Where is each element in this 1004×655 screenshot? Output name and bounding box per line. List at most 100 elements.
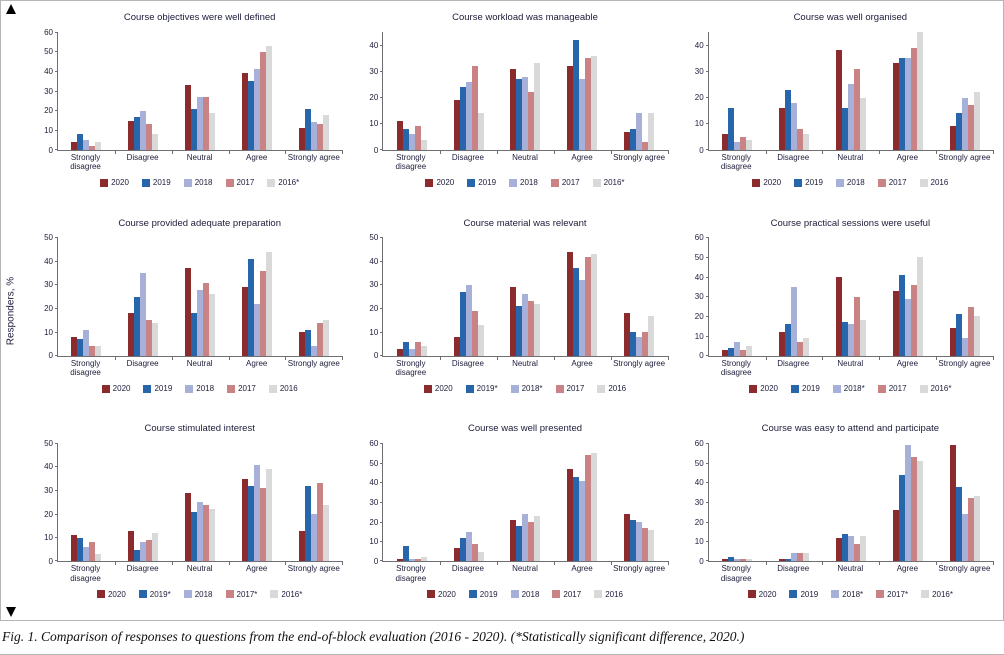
bar-2016 (534, 516, 541, 562)
y-tick-label: 30 (369, 497, 379, 507)
y-tick-label: 10 (369, 537, 379, 547)
legend-swatch (510, 384, 519, 393)
bar-2016 (477, 324, 484, 356)
x-axis-labels: Strongly disagree Disagree Neutral Agree Str… (382, 153, 667, 171)
legend-item: 2019* (138, 590, 171, 599)
bar-2019 (728, 108, 735, 150)
y-tick-mark (380, 284, 384, 286)
bar-2019 (304, 485, 311, 562)
bar-2016 (973, 496, 980, 562)
x-tick-mark (993, 150, 994, 154)
bar-2020 (298, 128, 305, 150)
y-tick-label: 30 (694, 292, 704, 302)
y-tick-mark (380, 560, 384, 562)
legend-label: 2020 (758, 589, 777, 599)
legend-swatch (749, 384, 758, 393)
legend-item: 2017 (877, 178, 907, 188)
legend-swatch (921, 590, 930, 599)
y-tick-label: 0 (48, 145, 53, 155)
bar-2017 (260, 51, 266, 150)
x-tick-mark (440, 355, 442, 360)
chart-title: Course material was relevant (463, 217, 587, 229)
x-category-label: Strongly agree (938, 564, 991, 574)
legend-label: 2017 (888, 178, 907, 188)
chart-easy-attend: Course was easy to attend and participat… (672, 414, 997, 620)
bar-2017 (796, 129, 803, 150)
legend-swatch (465, 384, 474, 393)
bar-groups (383, 443, 667, 562)
plot-wrapper: 0 10 20 30 40 50 60 (682, 439, 994, 566)
bar-2020 (624, 313, 631, 356)
bar-2020 (722, 349, 729, 356)
y-tick-mark (55, 442, 58, 444)
y-tick-label: 20 (44, 303, 53, 313)
plot-area: 0 10 20 30 40 (369, 32, 669, 154)
bar-2019 (573, 476, 580, 562)
x-axis-labels: Strongly disagree Disagree Neutral Agree Str… (382, 359, 667, 377)
y-tick-label: 40 (44, 462, 53, 472)
legend-item: 2019 (789, 590, 818, 599)
bar-2019 (77, 134, 84, 150)
y-tick-label: 30 (694, 66, 704, 76)
bar-2017 (910, 457, 917, 562)
bar-2016 (534, 303, 541, 356)
arrow-up-icon (6, 4, 16, 14)
bar-2017 (203, 96, 210, 150)
legend-item: 2020 (425, 178, 454, 187)
bar-group (554, 251, 611, 356)
bar-2016 (266, 45, 272, 150)
bar-2019 (898, 275, 905, 356)
y-tick-mark (380, 541, 384, 543)
bar-2016 (209, 112, 216, 150)
y-tick-label: 0 (373, 351, 379, 361)
bar-2017 (414, 126, 421, 150)
x-category-label: Strongly disagree (720, 358, 752, 377)
bar-2016 (591, 55, 598, 150)
bar-2017 (316, 483, 323, 562)
legend-label: 2020 (112, 384, 131, 394)
legend-item: 2018* (832, 384, 865, 393)
bar-group (229, 251, 286, 356)
bar-2020 (892, 510, 899, 562)
y-tick-label: 20 (369, 303, 379, 313)
chart-legend: 2020 2019 2018 2017 2016 (57, 384, 342, 393)
y-tick-mark (380, 482, 384, 484)
bar-2018 (522, 76, 529, 150)
legend-item: 2018 (835, 178, 865, 187)
y-tick-mark (705, 70, 709, 72)
bar-group (383, 121, 440, 150)
x-category-label: Disagree (126, 358, 159, 368)
bar-2017 (967, 306, 974, 356)
y-tick-mark (705, 276, 709, 278)
y-tick-label: 20 (694, 311, 704, 321)
y-tick-mark (55, 331, 58, 333)
bar-2016 (477, 113, 484, 150)
legend-item: 2018 (510, 590, 539, 599)
bar-2019 (516, 79, 523, 150)
y-tick-mark (705, 541, 709, 543)
bar-group (115, 110, 172, 150)
legend-label: 2017* (236, 589, 258, 599)
legend-swatch (877, 384, 886, 393)
y-tick-mark (705, 560, 709, 562)
bar-2016 (973, 92, 980, 150)
bar-group (383, 341, 440, 356)
bar-2018 (522, 514, 529, 562)
bar-2020 (567, 66, 574, 150)
bar-2018 (904, 298, 911, 356)
y-tick-mark (705, 501, 709, 503)
y-tick-mark (55, 31, 58, 33)
x-tick-mark (936, 150, 938, 154)
bar-2017 (910, 284, 917, 356)
bar-group (611, 313, 668, 356)
legend-label: 2019 (479, 589, 498, 599)
legend-swatch (592, 178, 601, 187)
legend-swatch (752, 178, 761, 187)
y-tick-label: 50 (44, 47, 53, 57)
chart-course-organised: Course was well organised 0 10 20 30 40 Stro… (672, 3, 997, 209)
legend-label: 2016* (281, 589, 303, 599)
plot-wrapper: 0 10 20 30 40 50 (356, 234, 669, 361)
chart-stimulated-interest: Course stimulated interest 0 10 20 30 40 50 S… (21, 414, 346, 620)
x-category-label: Disagree (451, 153, 484, 162)
legend-item: 2020 (100, 178, 129, 187)
